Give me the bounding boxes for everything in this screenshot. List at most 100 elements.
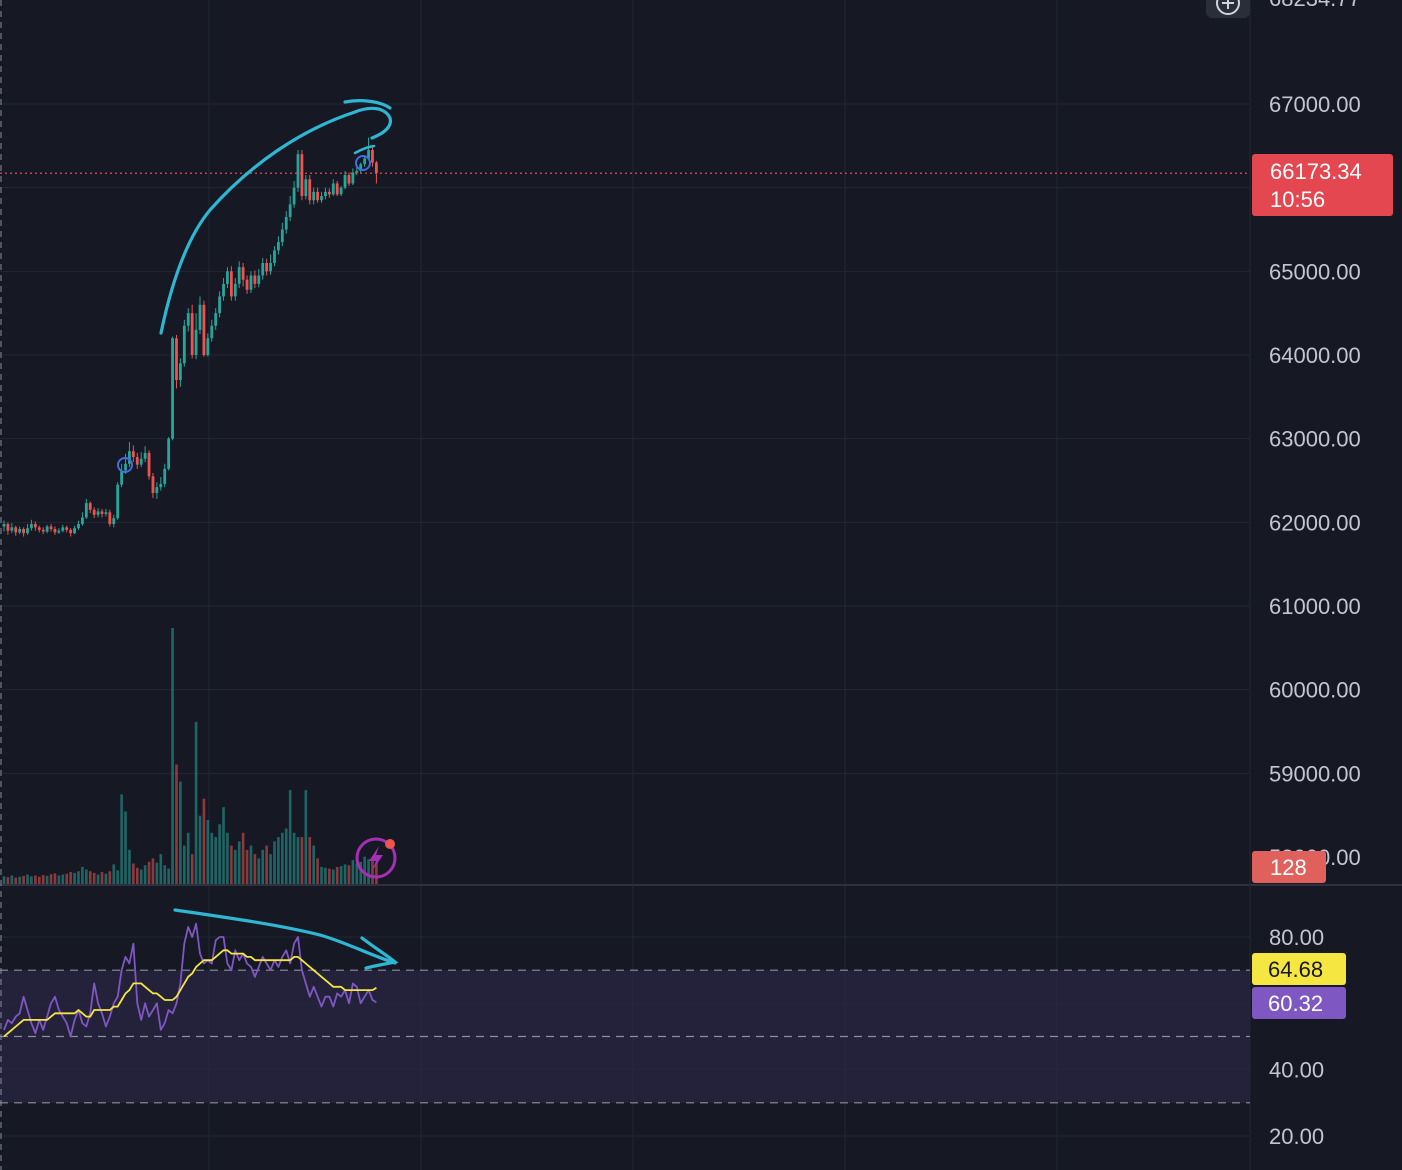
- candle-body: [296, 154, 300, 188]
- volume-bar: [135, 867, 139, 884]
- volume-bar: [312, 845, 315, 884]
- rsi-value: 60.32: [1268, 991, 1323, 1016]
- volume-bar: [155, 862, 159, 884]
- price-axis-label: 64000.00: [1269, 343, 1361, 368]
- top-price-box: 68234.77: [1252, 0, 1393, 14]
- volume-bar: [237, 841, 241, 884]
- candle-body: [124, 463, 127, 471]
- rsi-ma-value: 64.68: [1268, 957, 1323, 982]
- candle-body: [257, 275, 261, 284]
- volume-bar: [198, 815, 202, 884]
- volume-bar: [359, 861, 363, 884]
- volume-bars: [2, 628, 378, 884]
- candle-body: [30, 524, 33, 529]
- volume-bar: [316, 858, 319, 884]
- candle-body: [81, 517, 84, 525]
- volume-bar: [151, 858, 155, 884]
- candle-body: [22, 529, 25, 534]
- candle-body: [261, 262, 265, 276]
- candle-body: [143, 452, 147, 459]
- volume-bar: [206, 820, 210, 884]
- volume-bar: [88, 871, 92, 884]
- marker-circle[interactable]: [355, 155, 371, 171]
- volume-bar: [10, 875, 14, 884]
- candle-body: [253, 275, 257, 284]
- plus-circle-icon[interactable]: [1206, 0, 1250, 18]
- volume-tag: 128: [1252, 851, 1326, 883]
- volume-bar: [30, 876, 33, 884]
- candle-body: [45, 526, 49, 532]
- marker-circle[interactable]: [117, 457, 133, 473]
- candle-body: [108, 512, 112, 525]
- candle-body: [320, 196, 323, 201]
- candle-body: [163, 468, 167, 484]
- volume-bar: [14, 877, 18, 884]
- candle-body: [10, 527, 14, 531]
- drawings[interactable]: [117, 99, 399, 970]
- rsi-line: [3, 922, 377, 1038]
- lightning-alert-icon[interactable]: [355, 837, 397, 879]
- volume-bar: [214, 837, 217, 884]
- volume-bar: [108, 871, 112, 884]
- volume-bar: [104, 873, 108, 884]
- drawn-divergence-head[interactable]: [360, 936, 399, 970]
- price-axis[interactable]: 67000.00 65000.00 64000.00 63000.00 62000.00…: [1269, 92, 1361, 1149]
- volume-bar: [147, 861, 151, 884]
- price-axis-label: 63000.00: [1269, 427, 1361, 452]
- candle-body: [186, 313, 190, 326]
- volume-bar: [65, 873, 69, 884]
- drawn-divergence-arrow[interactable]: [173, 908, 397, 965]
- volume-bar: [37, 876, 41, 884]
- volume-bar: [45, 875, 49, 884]
- volume-bar: [226, 832, 229, 884]
- candle-body: [327, 191, 331, 195]
- candle-body: [116, 484, 120, 519]
- candle-body: [147, 452, 151, 477]
- candle-body: [280, 229, 284, 243]
- candle-body: [61, 527, 65, 531]
- candle-body: [155, 487, 159, 494]
- candle-body: [171, 338, 174, 439]
- drawn-arrow-head[interactable]: [343, 99, 392, 110]
- candle-body: [194, 329, 198, 355]
- volume-bar: [273, 841, 276, 884]
- candle-body: [49, 526, 53, 530]
- volume-bar: [179, 781, 182, 884]
- drawn-tick[interactable]: [353, 144, 376, 155]
- volume-bar: [281, 832, 284, 884]
- volume-bar: [167, 868, 170, 884]
- candle-body: [128, 451, 131, 464]
- candle-body: [104, 512, 108, 514]
- volume-bar: [277, 837, 280, 884]
- volume-bar: [61, 874, 65, 884]
- candle-body: [210, 325, 214, 339]
- candle-body: [112, 518, 116, 525]
- volume-bar: [296, 837, 300, 884]
- drawn-arc-arrow[interactable]: [159, 106, 393, 335]
- volume-bar: [120, 794, 123, 884]
- candle-body: [84, 503, 88, 518]
- candle-body: [292, 187, 296, 205]
- rsi-ma-tag: 64.68: [1252, 953, 1346, 985]
- volume-bar: [253, 854, 257, 884]
- volume-bar: [175, 764, 178, 884]
- last-price-value: 66173.34: [1270, 159, 1362, 184]
- candle-body: [226, 271, 229, 284]
- volume-bar: [190, 854, 194, 884]
- candle-body: [300, 154, 304, 197]
- candle-body: [284, 216, 288, 230]
- volume-bar: [171, 628, 174, 884]
- price-axis-label: 65000.00: [1269, 259, 1361, 284]
- candle-body: [312, 191, 316, 201]
- volume-bar: [265, 845, 268, 884]
- volume-bar: [241, 832, 245, 884]
- candle-body: [308, 179, 312, 201]
- volume-bar: [324, 867, 327, 884]
- volume-bar: [69, 872, 72, 884]
- volume-bar: [261, 849, 265, 884]
- candle-body: [88, 503, 92, 510]
- volume-bar: [233, 849, 237, 884]
- candle-body: [139, 458, 143, 465]
